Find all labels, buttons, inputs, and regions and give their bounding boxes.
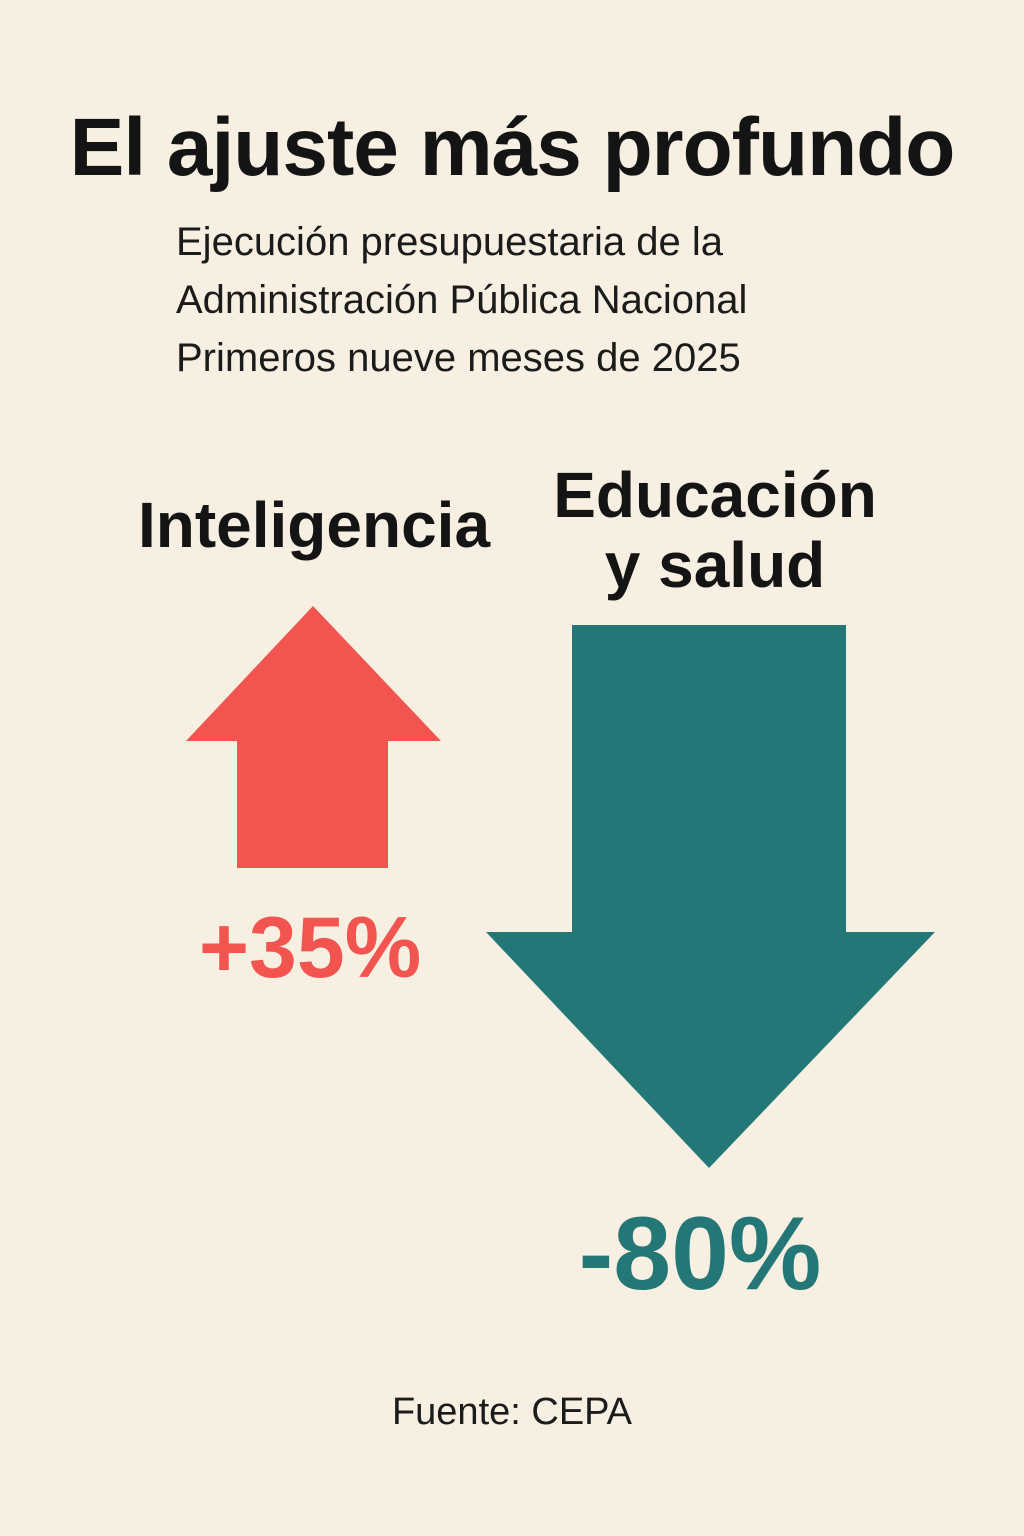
data-label-inteligencia: +35% [198, 900, 422, 996]
category-label-line: y salud [604, 529, 826, 601]
chart-title: El ajuste más profundo [69, 102, 956, 193]
subtitle-line: Primeros nueve meses de 2025 [176, 336, 741, 380]
chart-subtitle: Ejecución presupuestaria de la Administr… [176, 213, 976, 387]
data-label-educacion-salud: -80% [578, 1196, 822, 1312]
up-arrow-mark-inteligencia [186, 606, 441, 868]
source-note: Fuente: CEPA [391, 1391, 633, 1433]
subtitle-line: Ejecución presupuestaria de la [176, 220, 724, 264]
down-arrow-mark-educacion-salud [486, 625, 935, 1168]
subtitle-line: Administración Pública Nacional [176, 278, 748, 322]
category-label-line: Educación [553, 459, 877, 531]
category-label-line: Inteligencia [137, 489, 491, 561]
category-label-inteligencia: Inteligencia [100, 488, 528, 562]
category-label-educacion-salud: Educación y salud [520, 460, 910, 600]
